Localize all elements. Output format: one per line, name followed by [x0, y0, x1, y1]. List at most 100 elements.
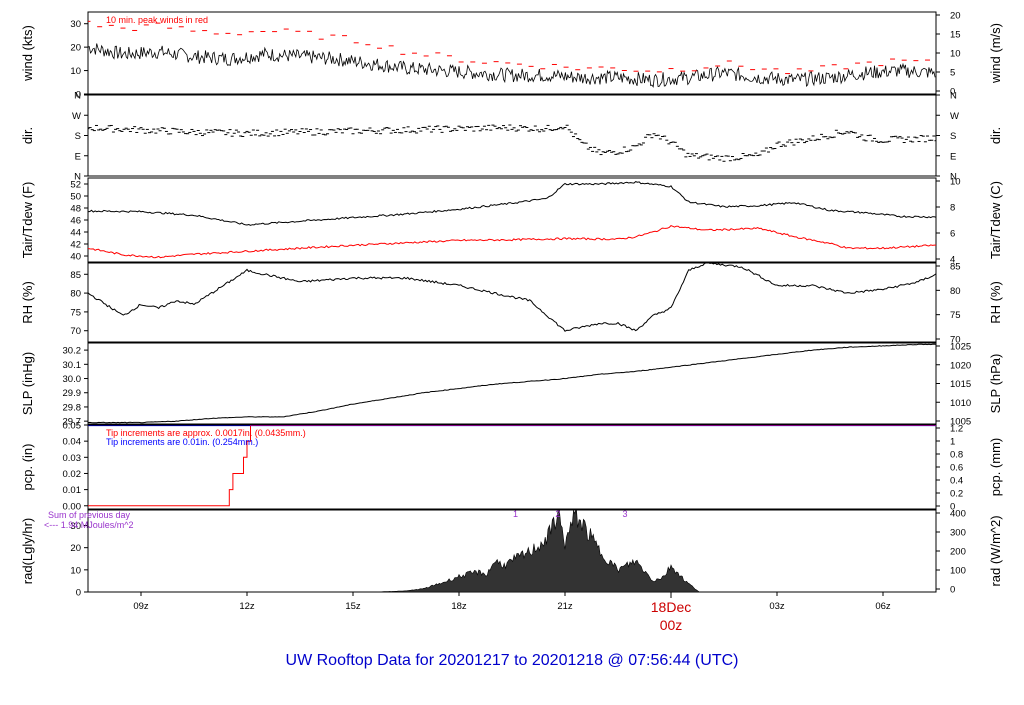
rad-right-tick-label: 300: [950, 528, 966, 539]
rh-left-axis-label: RH (%): [20, 281, 35, 324]
dir-frame: [87, 94, 937, 177]
wind-right-tick-label: 15: [950, 30, 961, 41]
x-tick-label: 06z: [875, 601, 891, 612]
temp-right-axis-label: Tair/Tdew (C): [988, 181, 1003, 259]
slp-right-tick-label: 1015: [950, 379, 971, 390]
rad-left-tick-label: 20: [70, 543, 81, 554]
rad-left-tick-label: 30: [70, 521, 81, 532]
temp-left-tick-label: 44: [70, 228, 81, 239]
wind-right-tick-label: 0: [950, 87, 955, 98]
rad-left-axis-label: rad(Lgly/hr): [20, 518, 35, 584]
pcp-right-tick-label: 1: [950, 437, 955, 448]
rh-data: [88, 263, 936, 332]
pcp-left-tick-label: 0.01: [63, 485, 82, 496]
wind-peak-annotation: 10 min. peak winds in red: [106, 15, 208, 25]
temp-series-2-line: [88, 225, 936, 259]
dir-left-tick-label: S: [75, 131, 81, 142]
pcp-right-tick-label: 0.4: [950, 476, 963, 487]
wind-right-tick-label: 5: [950, 68, 955, 79]
rad-sum-value: <--- 1.94 MJoules/m^2: [44, 520, 134, 530]
dir-right-tick-label: N: [950, 172, 957, 183]
dir-left-axis-label: dir.: [20, 127, 35, 144]
x-tick-label: 03z: [769, 601, 785, 612]
pcp-left-tick-label: 0.04: [63, 437, 82, 448]
pcp-annotation-approx: Tip increments are approx. 0.0017in. (0.…: [106, 428, 306, 438]
slp-frame: [87, 342, 937, 425]
rad-data: [374, 510, 700, 592]
temp-right-tick-label: 10: [950, 177, 961, 188]
pcp-right-tick-label: 1.2: [950, 424, 963, 435]
temp-right-tick-label: 4: [950, 255, 955, 266]
rh-left-tick-label: 80: [70, 289, 81, 300]
slp-data: [88, 343, 936, 424]
rad-marker-2: 2: [555, 509, 560, 519]
dir-left-tick-label: E: [75, 151, 81, 162]
temp-right-tick-label: 6: [950, 229, 955, 240]
rh-panel: 70 75 80 85 70 75 80 85 RH (%) RH (%): [20, 262, 1003, 346]
wind-panel: 0 10 20 30 0 5 10 15 20 wind (kts) wind (m/s) 10 mi…: [20, 11, 1003, 101]
pcp-right-tick-label: 0.2: [950, 489, 963, 500]
pcp-right-tick-label: 0: [950, 502, 955, 513]
wind-left-tick-label: 10: [70, 66, 81, 77]
rad-marker-3: 3: [623, 509, 628, 519]
day-marker-time: 00z: [660, 617, 683, 633]
rad-right-tick-label: 400: [950, 509, 966, 520]
rh-right-tick-label: 70: [950, 335, 961, 346]
rad-left-tick-label: 10: [70, 565, 81, 576]
slp-right-axis-label: SLP (hPa): [988, 354, 1003, 414]
slp-left-tick-label: 29.8: [63, 402, 82, 413]
rh-series-1-line: [88, 263, 936, 332]
wind-right-axis-label: wind (m/s): [988, 23, 1003, 84]
pcp-left-tick-label: 0.02: [63, 469, 82, 480]
pcp-panel: 0.00 0.01 0.02 0.03 0.04 0.05 0 0.2 0.4 0.6 0.8 1 1.…: [20, 421, 1003, 513]
temp-frame: [87, 177, 937, 263]
rad-right-axis-label: rad (W/m^2): [988, 515, 1003, 586]
temp-left-tick-label: 46: [70, 216, 81, 227]
rh-left-tick-label: 70: [70, 326, 81, 337]
rad-left-tick-label: 0: [76, 588, 81, 599]
rad-right-tick-label: 100: [950, 566, 966, 577]
pcp-left-tick-label: 0.03: [63, 453, 82, 464]
dir-left-tick-label: W: [72, 111, 81, 122]
rad-right-tick-label: 200: [950, 547, 966, 558]
wind-right-tick-label: 20: [950, 11, 961, 22]
slp-right-tick-label: 1025: [950, 342, 971, 353]
temp-left-tick-label: 50: [70, 192, 81, 203]
temp-left-tick-label: 42: [70, 240, 81, 251]
slp-left-axis-label: SLP (inHg): [20, 352, 35, 415]
pcp-left-tick-label: 0.05: [63, 421, 82, 432]
temp-left-tick-label: 40: [70, 252, 81, 263]
slp-left-tick-label: 30.1: [63, 360, 82, 371]
x-tick-label: 09z: [133, 601, 149, 612]
slp-left-tick-label: 30.2: [63, 346, 82, 357]
temp-series-1-line: [88, 181, 936, 226]
x-axis: 09z 12z 15z 18z 21z 03z 06z 18Dec 00z: [133, 592, 891, 633]
temp-right-tick-label: 8: [950, 203, 955, 214]
rad-sum-annotation: Sum of previous day: [48, 510, 131, 520]
temp-left-tick-label: 48: [70, 204, 81, 215]
slp-right-tick-label: 1010: [950, 398, 971, 409]
slp-left-tick-label: 30.0: [63, 374, 82, 385]
pcp-right-tick-label: 0.8: [950, 450, 963, 461]
rh-right-axis-label: RH (%): [988, 281, 1003, 324]
rh-right-tick-label: 75: [950, 310, 961, 321]
slp-right-tick-label: 1005: [950, 417, 971, 428]
wind-frame: [87, 11, 937, 95]
pcp-data: [88, 425, 936, 507]
dir-right-tick-label: W: [950, 111, 959, 122]
slp-series-1-line: [88, 343, 936, 424]
rh-right-tick-label: 85: [950, 262, 961, 273]
dir-right-tick-label: N: [950, 91, 957, 102]
pcp-series-1-line: [88, 425, 936, 507]
slp-right-tick-label: 1020: [950, 360, 971, 371]
slp-left-tick-label: 29.9: [63, 388, 82, 399]
wind-left-tick-label: 30: [70, 19, 81, 30]
slp-left-tick-label: 29.7: [63, 417, 82, 428]
pcp-right-axis-label: pcp. (mm): [988, 438, 1003, 497]
rh-right-tick-label: 80: [950, 286, 961, 297]
pcp-annotation-exact: Tip increments are 0.01in. (0.254mm.): [106, 437, 258, 447]
